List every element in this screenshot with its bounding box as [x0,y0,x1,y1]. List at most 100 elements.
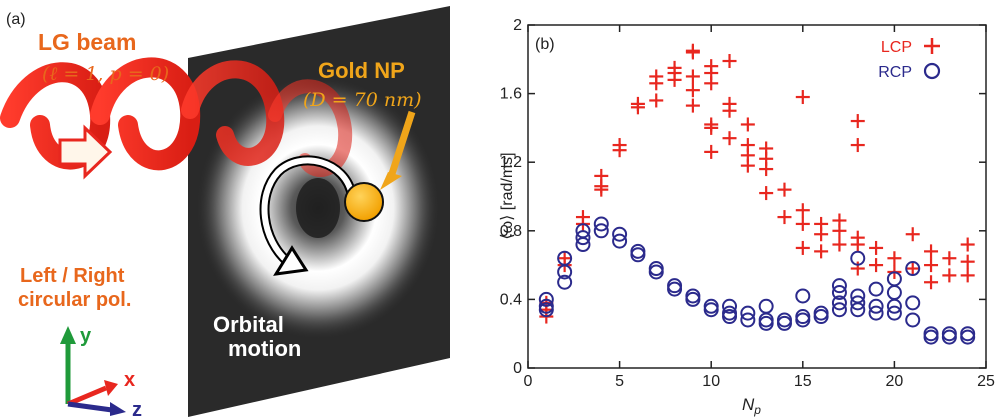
y-tick-label: 1.6 [500,86,522,103]
legend-lcp-label: LCP [881,39,912,56]
lcp-point [594,168,609,183]
lcp-point [740,117,755,132]
rcp-point [722,298,738,314]
lcp-point [924,275,939,290]
lcp-point [777,182,792,197]
lcp-point [814,216,829,231]
x-tick-label: 0 [524,373,533,390]
panel-a-label: (a) [6,11,26,28]
y-tick-label: 1.2 [500,154,522,171]
legend-rcp-marker [923,62,941,80]
rcp-point [740,312,756,328]
lcp-point [795,216,810,231]
np-pointer-head [380,172,402,190]
panel-b-chart: 0 0.4 0.8 1.2 1.6 2 0 5 10 15 20 25 (b) ⟨ω⟩ [rad/m… [499,17,995,417]
rcp-point [941,326,957,342]
x-axis-label-main: N [742,395,755,414]
panel-a: (a) LG beam (ℓ = 1, p = 0) Left / Right … [0,6,450,417]
rcp-point [575,223,591,239]
rcp-point [923,326,939,342]
x-tick-label: 5 [615,373,624,390]
lcp-point [722,96,737,111]
lcp-point [667,60,682,75]
np-pointer-arrow [386,110,416,182]
rcp-point [886,305,902,321]
lcp-point [960,237,975,252]
x-tick-labels: 0 5 10 15 20 25 [524,373,995,390]
rcp-point [831,278,847,294]
rcp-point [850,250,866,266]
lcp-point [557,251,572,266]
rcp-point [850,295,866,311]
rcp-point [648,261,664,277]
rcp-point [758,298,774,314]
polarization-line2: circular pol. [18,289,131,311]
lcp-point [777,210,792,225]
y-axis-label: ⟨ω⟩ [rad/ms] [499,152,516,239]
rcp-point [868,281,884,297]
rcp-point [557,250,573,266]
lcp-point [905,261,920,276]
rcp-point [685,288,701,304]
rcp-point [612,233,628,249]
lcp-point [649,93,664,108]
beam-params: (ℓ = 1, p = 0) [42,63,169,85]
rcp-point [795,288,811,304]
lcp-point [942,268,957,283]
lcp-point [850,138,865,153]
lcp-point [960,268,975,283]
lcp-point [869,240,884,255]
rcp-point [795,309,811,325]
axis-ticks [527,24,987,369]
lcp-point [832,237,847,252]
lcp-point [685,83,700,98]
rcp-point [722,305,738,321]
beam-title: LG beam [38,29,136,55]
lcp-point [850,230,865,245]
rcp-point [557,274,573,290]
legend: LCP RCP [878,38,941,81]
rcp-point [593,223,609,239]
lcp-point [795,240,810,255]
y-tick-labels: 0 0.4 0.8 1.2 1.6 2 [500,17,522,377]
coordinate-axes: y x z [60,325,142,417]
lcp-point [759,186,774,201]
y-tick-label: 0 [513,360,522,377]
rcp-point [776,312,792,328]
axis-x-label: x [124,369,135,391]
motion-line1: Orbital [213,312,284,337]
rcp-point [831,295,847,311]
x-tick-label: 20 [886,373,904,390]
legend-rcp-label: RCP [878,64,912,81]
x-axis-label: Np [742,395,761,417]
lcp-point [630,96,645,111]
lg-beam-helix [0,57,353,177]
lcp-point [759,141,774,156]
lcp-point [685,98,700,113]
lcp-point [649,69,664,84]
x-axis-label-sub: p [753,403,761,417]
rcp-point [703,298,719,314]
lcp-point [740,138,755,153]
x-tick-label: 15 [794,373,812,390]
lcp-point [704,117,719,132]
intensity-core [296,178,340,238]
y-tick-label: 0.4 [500,291,522,308]
rcp-point [960,326,976,342]
lcp-point [814,244,829,259]
lcp-point [795,203,810,218]
series-lcp [539,43,975,324]
rcp-point [630,243,646,259]
rcp-point [667,278,683,294]
np-size: (D = 70 nm) [303,89,422,111]
rcp-point [886,271,902,287]
rcp-point [593,216,609,232]
lcp-point [685,43,700,58]
lcp-point [924,244,939,259]
lcp-point [887,251,902,266]
rcp-point [538,298,554,314]
lcp-point [612,138,627,153]
polarization-line1: Left / Right [20,265,125,287]
gold-nanoparticle [344,182,384,222]
